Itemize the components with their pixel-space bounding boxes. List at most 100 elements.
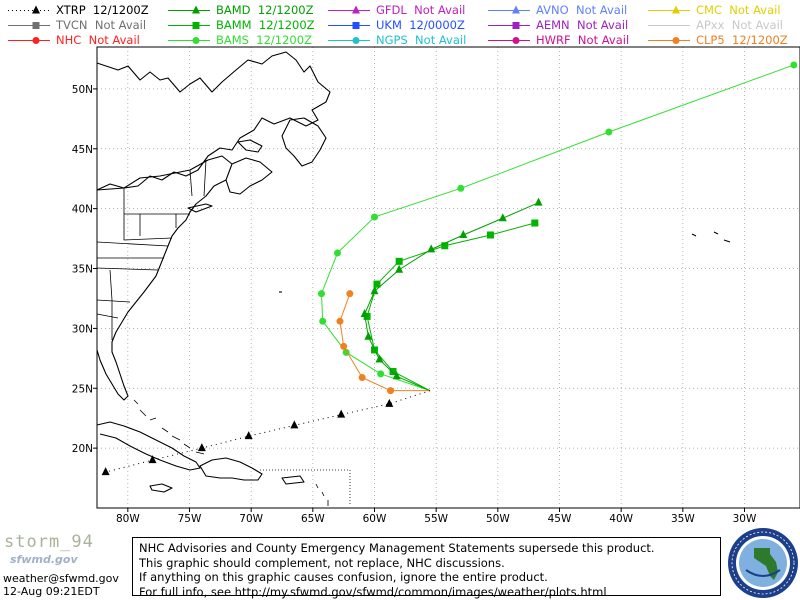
legend-swatch	[168, 5, 210, 14]
plot-frame	[96, 46, 800, 509]
model-legend: XTRP 12/1200Z TVCN Not Avail NHC Not Avail…	[0, 0, 800, 48]
legend-label: BAMD 12/1200Z	[216, 3, 314, 17]
legend-item-bamd: BAMD 12/1200Z	[164, 3, 320, 18]
track-point-bams	[319, 317, 327, 325]
newfoundland-coastline	[281, 117, 327, 167]
legend-marker	[352, 37, 360, 44]
cuba-coastline	[96, 421, 201, 471]
lon-tick-label: 45W	[548, 513, 572, 525]
state-borders	[96, 159, 207, 340]
track-point-xtrp	[197, 443, 206, 452]
legend-item-tvcn: TVCN Not Avail	[4, 18, 160, 33]
disclaimer-line: NHC Advisories and County Emergency Mana…	[139, 541, 655, 555]
track-point-bams	[317, 290, 325, 298]
track-point-clp5	[346, 290, 354, 298]
legend-swatch	[488, 22, 530, 29]
legend-item-ngps: NGPS Not Avail	[324, 33, 480, 48]
track-point-bamd	[392, 371, 401, 380]
legend-swatch	[8, 22, 50, 29]
legend-item-gfdl: GFDL Not Avail	[324, 3, 480, 18]
track-point-bamd	[370, 286, 379, 295]
lat-tick-label: 30N	[72, 323, 93, 335]
track-point-bams	[371, 213, 378, 221]
storm-tracks	[101, 61, 798, 476]
lat-tick-label: 35N	[72, 264, 93, 276]
disclaimer-link[interactable]: For full info, see http://my.sfwmd.gov/s…	[139, 584, 607, 599]
legend-label: AEMN Not Avail	[536, 18, 629, 32]
legend-item-bams: BAMS 12/1200Z	[164, 33, 320, 48]
legend-marker	[672, 37, 680, 44]
lon-tick-label: 50W	[486, 513, 510, 525]
legend-marker	[192, 22, 200, 29]
azores-islands	[691, 231, 731, 243]
dotted-boundary	[260, 469, 351, 506]
track-point-bamd	[459, 229, 468, 238]
lon-tick-label: 55W	[424, 513, 448, 525]
legend-swatch	[648, 37, 690, 44]
jamaica-coastline	[149, 483, 173, 493]
track-point-bams	[457, 184, 465, 192]
track-point-bamm	[441, 242, 449, 250]
bahamas-islands	[133, 399, 205, 455]
track-point-clp5	[358, 373, 366, 381]
track-point-bamd	[375, 354, 384, 363]
track-point-xtrp	[290, 420, 299, 429]
long-island-coastline	[187, 203, 213, 213]
track-point-clp5	[340, 342, 348, 350]
legend-marker	[512, 5, 520, 14]
track-point-bams	[790, 61, 798, 69]
legend-swatch	[328, 5, 370, 14]
track-line-bams	[320, 64, 795, 392]
legend-swatch	[488, 5, 530, 14]
legend-label: UKM 12/0000Z	[376, 18, 465, 32]
track-point-xtrp	[244, 431, 253, 440]
hispaniola-coastline	[199, 457, 263, 481]
legend-swatch	[168, 37, 210, 44]
track-point-bamd	[360, 309, 369, 318]
track-point-bamm	[486, 231, 494, 239]
coastline-layer	[96, 51, 731, 506]
lat-tick-label: 25N	[72, 383, 93, 395]
contact-email[interactable]: weather@sfwmd.gov	[3, 572, 119, 585]
legend-label: BAMM 12/1200Z	[216, 18, 315, 32]
legend-label: BAMS 12/1200Z	[216, 33, 312, 47]
legend-label: GFDL Not Avail	[376, 3, 466, 17]
legend-marker	[672, 5, 680, 14]
lat-tick-label: 45N	[72, 144, 93, 156]
legend-label: NGPS Not Avail	[376, 33, 467, 47]
plot-area	[97, 47, 800, 508]
track-point-bamd	[427, 244, 436, 253]
storm-logo: storm_94	[4, 532, 94, 552]
track-point-bamm	[531, 219, 539, 227]
legend-swatch	[8, 5, 50, 14]
disclaimer-box: NHC Advisories and County Emergency Mana…	[132, 537, 721, 599]
legend-swatch	[648, 25, 690, 26]
legend-item-ukm: UKM 12/0000Z	[324, 18, 480, 33]
track-point-bamm	[373, 280, 381, 288]
track-point-clp5	[336, 317, 344, 325]
track-point-bamd	[534, 197, 543, 206]
canada-coastline	[96, 51, 331, 191]
legend-label: NHC Not Avail	[56, 33, 140, 47]
track-point-bamd	[364, 331, 373, 340]
legend-item-hwrf: HWRF Not Avail	[484, 33, 640, 48]
us-east-coastline	[96, 179, 227, 401]
us-canada-border	[96, 155, 233, 191]
legend-swatch	[488, 37, 530, 44]
track-point-xtrp	[385, 398, 394, 407]
legend-marker	[192, 5, 200, 14]
track-point-bamd	[395, 264, 404, 273]
legend-swatch	[328, 22, 370, 29]
legend-label: XTRP 12/1200Z	[56, 3, 149, 17]
lon-tick-label: 70W	[239, 513, 263, 525]
puerto-rico-coastline	[281, 475, 305, 485]
sfwmd-seal-logo	[728, 528, 798, 598]
lon-tick-label: 75W	[178, 513, 202, 525]
track-line-clp5	[339, 293, 430, 392]
track-point-xtrp	[101, 467, 110, 476]
legend-item-bamm: BAMM 12/1200Z	[164, 18, 320, 33]
legend-label: AVNO Not Avail	[536, 3, 628, 17]
lon-tick-label: 35W	[671, 513, 695, 525]
legend-label: CLP5 12/1200Z	[696, 33, 788, 47]
track-line-xtrp	[105, 390, 431, 473]
